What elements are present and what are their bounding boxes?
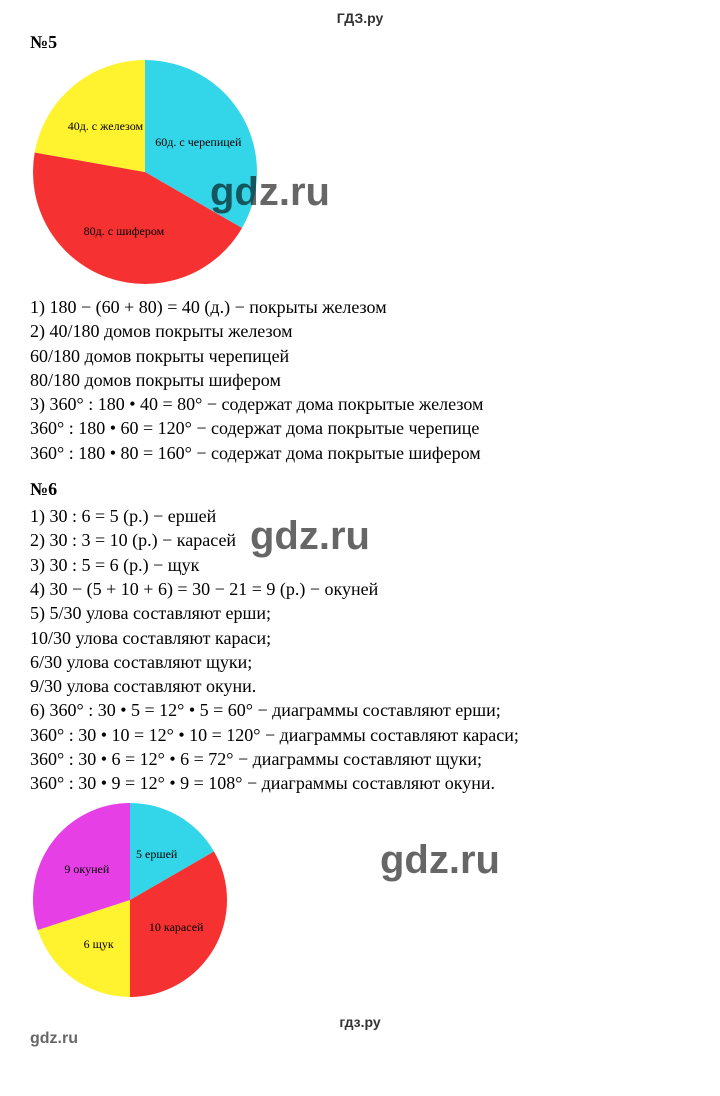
pie-slice-label: 80д. с шифером [84,224,165,239]
problem5-line: 360° : 180 • 80 = 160° − содержат дома п… [30,441,690,465]
problem6-text: 1) 30 : 6 = 5 (р.) − ершей2) 30 : 3 = 10… [30,504,690,796]
pie-slice-label: 5 ершей [136,847,177,862]
pie-slice-label: 6 щук [84,937,114,952]
problem5-title: №5 [30,32,690,53]
pie-slice-label: 9 окуней [64,862,109,877]
problem6-line: 1) 30 : 6 = 5 (р.) − ершей [30,504,690,528]
problem6-line: 360° : 30 • 10 = 12° • 10 = 120° − диагр… [30,723,690,747]
problem5-line: 80/180 домов покрыты шифером [30,368,690,392]
problem6-pie-svg [30,800,230,1000]
problem6-pie: 5 ершей 10 карасей 6 щук 9 окуней [30,800,230,1000]
problem6-line: 6) 360° : 30 • 5 = 12° • 5 = 60° − диагр… [30,698,690,722]
problem6-line: 5) 5/30 улова составляют ерши; [30,601,690,625]
pie-slice-label: 40д. с железом [68,119,143,134]
problem5-pie-svg [30,57,260,287]
brand-footer: гдз.ру [30,1014,690,1030]
problem5-line: 2) 40/180 домов покрыты железом [30,319,690,343]
pie-slice [35,60,145,172]
problem6-line: 360° : 30 • 6 = 12° • 6 = 72° − диаграмм… [30,747,690,771]
problem6-line: 360° : 30 • 9 = 12° • 9 = 108° − диаграм… [30,771,690,795]
pie-slice-label: 60д. с черепицей [155,135,241,150]
problem5-line: 1) 180 − (60 + 80) = 40 (д.) − покрыты ж… [30,295,690,319]
problem6-line: 2) 30 : 3 = 10 (р.) − карасей [30,528,690,552]
problem5-line: 360° : 180 • 60 = 120° − содержат дома п… [30,416,690,440]
page: ГДЗ.ру №5 60д. с черепицей 80д. с шифером… [0,0,720,1050]
problem6-line: 4) 30 − (5 + 10 + 6) = 30 − 21 = 9 (р.) … [30,577,690,601]
problem6-line: 10/30 улова составляют караси; [30,626,690,650]
pie-slice-label: 10 карасей [149,920,204,935]
brand-header: ГДЗ.ру [30,10,690,26]
problem6-line: 6/30 улова составляют щуки; [30,650,690,674]
problem5-line: 60/180 домов покрыты черепицей [30,344,690,368]
problem5-pie: 60д. с черепицей 80д. с шифером 40д. с жел… [30,57,260,287]
problem5-line: 3) 360° : 180 • 40 = 80° − содержат дома… [30,392,690,416]
problem5-text: 1) 180 − (60 + 80) = 40 (д.) − покрыты ж… [30,295,690,465]
watermark-small-2: gdz.ru [30,1030,78,1048]
problem6-line: 3) 30 : 5 = 6 (р.) − щук [30,553,690,577]
problem6-line: 9/30 улова составляют окуни. [30,674,690,698]
problem6-title: №6 [30,479,690,500]
watermark-big-3: gdz.ru [380,838,500,883]
